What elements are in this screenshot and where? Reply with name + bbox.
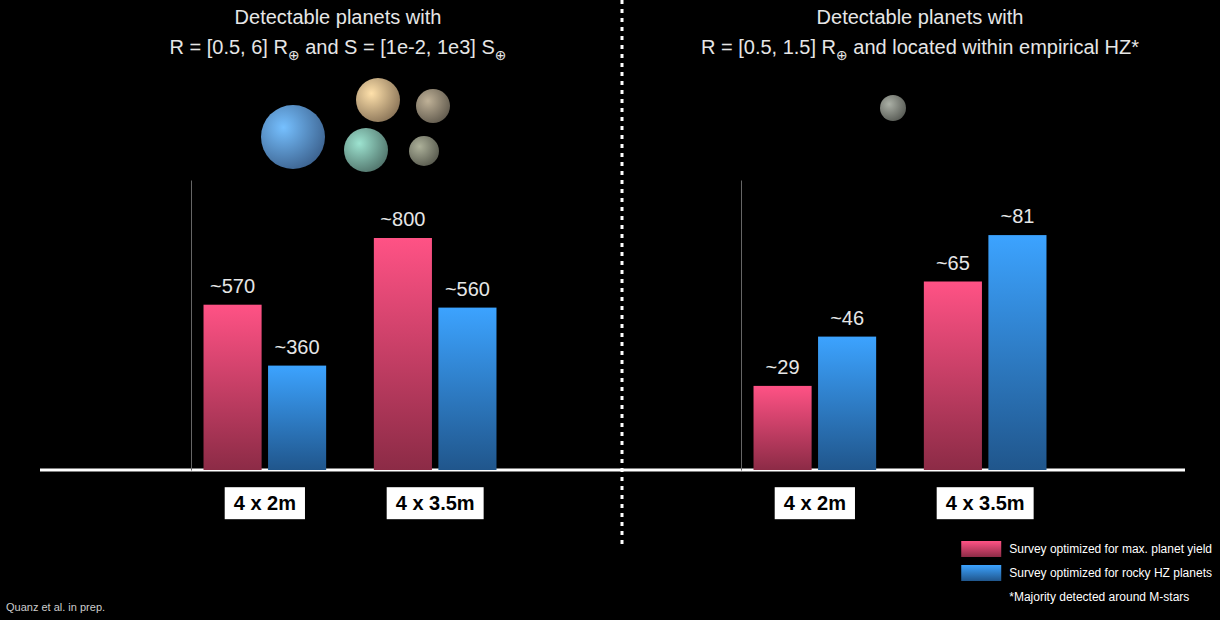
- data-label: ~81: [1000, 205, 1034, 227]
- data-label: ~360: [275, 336, 320, 358]
- data-label: ~800: [380, 208, 425, 230]
- planet-illustration: [261, 105, 325, 169]
- data-label: ~65: [936, 252, 970, 274]
- x-tick-label: 4 x 3.5m: [396, 492, 475, 514]
- y-axis: [191, 181, 192, 471]
- x-tick-label-box: [387, 487, 484, 519]
- tspan: ⊕: [495, 47, 507, 63]
- annotation: Quanz et al. in prep.: [6, 601, 105, 613]
- legend: Survey optimized for max. planet yield Su…: [961, 541, 1212, 604]
- legend-label: Survey optimized for rocky HZ planets: [1009, 566, 1212, 580]
- bars: [754, 235, 1047, 470]
- legend-item: Survey optimized for rocky HZ planets: [961, 565, 1212, 581]
- x-tick-label-box: [225, 487, 305, 519]
- background: [0, 0, 1220, 620]
- chart-canvas: Detectable planets withR = [0.5, 6] R⊕ a…: [0, 0, 1220, 620]
- x-tick-label-box: [937, 487, 1034, 519]
- chart-subtitle: R = [0.5, 6] R⊕ and S = [1e-2, 1e3] S⊕: [170, 36, 507, 63]
- tspan: Detectable planets with: [817, 6, 1024, 28]
- x-tick: 4 x 2m: [225, 487, 305, 519]
- data-labels: ~29 ~65 ~46 ~81: [766, 205, 1035, 378]
- chart-title: Detectable planets with: [235, 6, 442, 28]
- data-labels: ~570 ~800 ~360 ~560: [210, 208, 490, 358]
- tspan: ⊕: [288, 47, 300, 63]
- x-tick: 4 x 2m: [775, 487, 855, 519]
- x-axis: 4 x 2m 4 x 3.5m: [775, 487, 1034, 519]
- x-tick-label-box: [775, 487, 855, 519]
- tspan: R = [0.5, 1.5] R: [701, 36, 836, 58]
- bar: [754, 386, 812, 470]
- data-label: ~46: [830, 307, 864, 329]
- tspan: and located within empirical HZ*: [848, 36, 1139, 58]
- legend-label: Survey optimized for max. planet yield: [1009, 542, 1212, 556]
- x-tick: 4 x 3.5m: [937, 487, 1034, 519]
- x-tick-label: 4 x 3.5m: [946, 492, 1025, 514]
- planet-illustration: [409, 136, 439, 166]
- data-label: ~560: [445, 278, 490, 300]
- planet-illustration: [344, 128, 388, 172]
- tspan: ⊕: [836, 47, 848, 63]
- planet-illustration: [356, 78, 400, 122]
- bar: [438, 308, 496, 470]
- legend-item: Survey optimized for max. planet yield: [961, 541, 1212, 557]
- y-axis-line: [741, 181, 742, 471]
- x-tick: 4 x 3.5m: [387, 487, 484, 519]
- x-tick-label: 4 x 2m: [784, 492, 846, 514]
- chart-title: Detectable planets with: [817, 6, 1024, 28]
- y-axis: [741, 181, 742, 471]
- bar: [268, 366, 326, 470]
- bars: [204, 238, 497, 470]
- tspan: Detectable planets with: [235, 6, 442, 28]
- bar: [818, 337, 876, 470]
- planet-illustration: [880, 95, 906, 121]
- y-axis-line: [191, 181, 192, 471]
- annotation: *Majority detected around M-stars: [1009, 590, 1189, 604]
- legend-swatch: [961, 541, 1001, 557]
- x-axis: 4 x 2m 4 x 3.5m: [225, 487, 484, 519]
- bar: [374, 238, 432, 470]
- tspan: and S = [1e-2, 1e3] S: [300, 36, 495, 58]
- x-tick-label: 4 x 2m: [234, 492, 296, 514]
- chart-subtitle: R = [0.5, 1.5] R⊕ and located within emp…: [701, 36, 1139, 63]
- bar: [988, 235, 1046, 470]
- planet-illustration: [416, 89, 450, 123]
- panel-divider: [621, 0, 624, 548]
- bar: [204, 305, 262, 470]
- data-label: ~570: [210, 275, 255, 297]
- tspan: R = [0.5, 6] R: [170, 36, 288, 58]
- legend-swatch: [961, 565, 1001, 581]
- bar: [924, 282, 982, 471]
- data-label: ~29: [766, 356, 800, 378]
